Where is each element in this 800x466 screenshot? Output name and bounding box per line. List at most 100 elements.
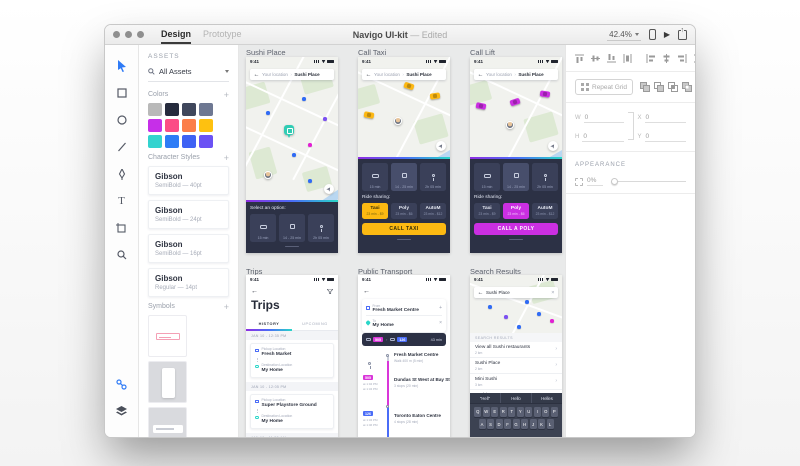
route-summary-bar: 505 › 126 43 min [362, 333, 446, 346]
text-tool-icon[interactable]: T [118, 195, 125, 207]
zoom-level-control[interactable]: 42.4% [607, 29, 641, 41]
maximize-window-icon[interactable] [137, 31, 144, 38]
color-swatch[interactable] [182, 135, 196, 148]
select-tool-icon[interactable] [113, 57, 131, 75]
artboard-call-lift[interactable]: 9:41 ← Your location › Sushi Place 15 mi… [470, 57, 562, 253]
color-swatch[interactable] [199, 135, 213, 148]
color-swatch[interactable] [148, 119, 162, 132]
align-left-icon[interactable] [646, 53, 655, 63]
trip-group-date: JAN 10 - 12:35 PM [246, 331, 338, 340]
align-center-icon[interactable] [662, 53, 671, 63]
align-right-icon[interactable] [678, 53, 687, 63]
opacity-slider-knob[interactable] [611, 178, 618, 185]
keyboard-key: L [546, 419, 554, 429]
all-assets-dropdown[interactable]: All Assets [148, 67, 229, 82]
color-swatch[interactable] [165, 135, 179, 148]
ride-option-taxi: Taxi 23 min - $9 [362, 203, 388, 219]
artboard-public-transport[interactable]: 9:41 ← From Fresh Market Centre + To My Ho… [358, 275, 450, 437]
artboard-trips[interactable]: 9:41 ← Trips HISTORY UPCOMING JAN 10 - 1… [246, 275, 338, 437]
locate-icon [436, 141, 446, 151]
align-top-icon[interactable] [575, 54, 584, 63]
artboard-sushi-place[interactable]: 9:41 ← Your location › Sushi Place Selec… [246, 57, 338, 253]
symbol-thumbnail-panel[interactable] [148, 361, 187, 403]
trips-screen-title: Trips [251, 298, 280, 312]
add-color-button[interactable]: + [223, 89, 229, 100]
car-icon [483, 173, 491, 178]
tab-prototype[interactable]: Prototype [203, 29, 242, 39]
option-transit: 14 - 25 min [279, 214, 305, 242]
color-swatch[interactable] [165, 103, 179, 116]
opacity-icon [575, 177, 583, 186]
color-swatch[interactable] [182, 103, 196, 116]
tool-rail: T [105, 45, 139, 437]
artboard-tool-icon[interactable] [113, 219, 131, 237]
ellipse-tool-icon[interactable] [113, 111, 131, 129]
option-drive: 15 min [250, 214, 276, 242]
share-icon[interactable] [678, 26, 687, 40]
align-bottom-icon[interactable] [607, 53, 616, 63]
color-swatch[interactable] [165, 119, 179, 132]
add-symbol-button[interactable]: + [223, 301, 229, 312]
character-style-card[interactable]: Gibson SemiBold — 16pt [148, 234, 229, 263]
rectangle-tool-icon[interactable] [113, 84, 131, 102]
symbol-thumbnail-input[interactable] [148, 315, 187, 357]
pen-tool-icon[interactable] [113, 165, 131, 183]
assets-panel-icon[interactable] [113, 375, 131, 393]
zoom-tool-icon[interactable] [113, 246, 131, 264]
keyboard-key: I [533, 406, 541, 417]
distribute-vertical-icon[interactable] [623, 53, 632, 63]
artboard-label-sushi-place[interactable]: Sushi Place [246, 48, 286, 57]
character-style-card[interactable]: Gibson Regular — 14pt [148, 268, 229, 297]
minimize-window-icon[interactable] [125, 31, 132, 38]
keyboard-key: P [550, 406, 558, 417]
layers-panel-icon[interactable] [113, 402, 131, 420]
design-canvas[interactable]: Sushi Place Call Taxi Call Lift Trips Pu… [239, 45, 565, 437]
boolean-subtract-icon[interactable] [654, 82, 665, 92]
color-swatch[interactable] [182, 119, 196, 132]
color-swatch[interactable] [148, 103, 162, 116]
artboard-search-results[interactable]: 9:41 ← Sushi Place × SEARCH RESULTS View… [470, 275, 562, 437]
play-icon[interactable]: ▶ [663, 30, 670, 39]
keyboard-key: D [495, 419, 503, 429]
lock-aspect-icon[interactable] [626, 112, 636, 140]
boolean-add-icon[interactable] [640, 82, 651, 92]
artboard-label-call-taxi[interactable]: Call Taxi [358, 48, 387, 57]
symbol-thumbnail-searchpill[interactable] [148, 407, 187, 437]
align-middle-icon[interactable] [591, 54, 600, 63]
artboard-label-public-transport[interactable]: Public Transport [358, 267, 413, 276]
repeat-grid-button[interactable]: Repeat Grid [575, 79, 634, 95]
boolean-intersect-icon[interactable] [668, 82, 679, 92]
color-swatch[interactable] [199, 103, 213, 116]
color-swatch[interactable] [199, 119, 213, 132]
color-swatch[interactable] [148, 135, 162, 148]
artboard-label-search-results[interactable]: Search Results [470, 267, 521, 276]
artboard-call-taxi[interactable]: 9:41 ← Your location › Sushi Place 15 mi… [358, 57, 450, 253]
lift-car-icon [509, 97, 521, 107]
distribute-horizontal-icon[interactable] [694, 54, 695, 63]
add-character-style-button[interactable]: + [223, 152, 229, 163]
artboard-label-call-lift[interactable]: Call Lift [470, 48, 496, 57]
character-style-card[interactable]: Gibson SemiBold — 40pt [148, 166, 229, 195]
close-window-icon[interactable] [113, 31, 120, 38]
walk-icon [368, 361, 371, 369]
line-tool-icon[interactable] [113, 138, 131, 156]
transit-icon [513, 172, 519, 178]
boolean-exclude-icon[interactable] [682, 82, 693, 92]
ride-bottom-sheet: 15 min 14 - 25 min 2h 05 min Ride sharin… [358, 157, 450, 253]
opacity-value[interactable]: 0% [587, 177, 603, 186]
device-preview-icon[interactable] [648, 29, 656, 40]
car-icon [371, 173, 379, 178]
ride-bottom-sheet: 15 min 14 - 25 min 2h 05 min Ride sharin… [470, 157, 562, 253]
opacity-slider[interactable] [611, 178, 686, 185]
tab-design[interactable]: Design [161, 25, 192, 44]
tab-history: HISTORY [246, 319, 292, 331]
keyboard-key: H [521, 419, 528, 429]
artboard-label-trips[interactable]: Trips [246, 267, 263, 276]
keyboard-key: Q [474, 406, 482, 417]
character-style-card[interactable]: Gibson SemiBold — 24pt [148, 200, 229, 229]
option-transit: 14 - 25 min [503, 163, 529, 191]
